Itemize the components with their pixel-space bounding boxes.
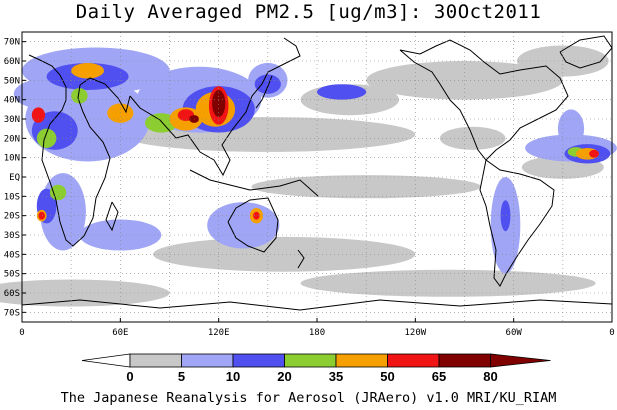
lat-label: 70S: [4, 308, 20, 318]
lon-label: 60E: [112, 328, 128, 338]
coastline-asia: [129, 37, 301, 177]
lon-label: 0: [19, 328, 24, 338]
pm25-region-15: [79, 219, 162, 251]
colorbar-tick-label: 50: [380, 369, 394, 384]
lat-label: 60S: [4, 289, 20, 299]
pm25-region-21: [317, 84, 367, 100]
coastline-south-america: [479, 159, 555, 287]
coastline-north-america: [399, 39, 569, 161]
lon-label: 0: [609, 328, 614, 338]
lon-label: 60W: [506, 328, 523, 338]
pm25-region-4: [0, 279, 170, 307]
colorbar-swatch: [438, 353, 491, 368]
pm25-region-46: [589, 149, 599, 158]
colorbar-swatch: [232, 353, 285, 368]
pm25-region-20: [557, 109, 585, 148]
graticule: [22, 32, 612, 322]
pm25-region-29: [71, 88, 88, 104]
lon-label: 180: [309, 328, 325, 338]
lat-label: 60N: [4, 57, 20, 67]
map-title: Daily Averaged PM2.5 [ug/m3]: 30Oct2011: [75, 1, 542, 23]
lat-label: 50N: [4, 76, 20, 86]
coastline-greenland: [559, 35, 613, 69]
lat-label: 10S: [4, 192, 20, 202]
lat-label: 30N: [4, 115, 20, 125]
colorbar-swatch: [284, 353, 337, 368]
colorbar-tick-label: 35: [329, 369, 343, 384]
coastline-antarctica: [21, 299, 613, 311]
colorbar-left-triangle: [81, 353, 131, 368]
colorbar-swatch: [181, 353, 234, 368]
pm25-region-44: [253, 211, 260, 220]
colorbar-tick-label: 65: [432, 369, 446, 384]
colorbar-swatch: [387, 353, 440, 368]
pm25-region-3: [300, 269, 596, 297]
pm25-region-33: [49, 184, 67, 201]
pm25-region-41: [31, 107, 45, 123]
colorbar-tick-label: 80: [483, 369, 497, 384]
colorbar-tick-label: 5: [178, 369, 185, 384]
lat-label: EQ: [9, 173, 20, 183]
lat-label: 30S: [4, 231, 20, 241]
lat-label: 70N: [4, 38, 20, 48]
pm25-region-2: [153, 236, 416, 272]
lon-label: 120W: [404, 328, 426, 338]
coastline-madagascar: [105, 201, 119, 232]
pm25-region-16: [207, 202, 280, 249]
pm25-region-9: [439, 126, 506, 150]
lat-label: 40N: [4, 96, 20, 106]
pm25-region-1: [251, 175, 481, 199]
longitude-ticks: 0 60E 120E 180 120W 60W 0: [19, 318, 615, 338]
pm25-region-47: [212, 90, 226, 117]
lat-label: 50S: [4, 270, 20, 280]
coastline-africa-europe: [28, 54, 131, 247]
coastline-japan: [255, 75, 273, 109]
pm25-region-45: [38, 211, 45, 220]
coastline-australia: [227, 197, 279, 253]
colorbar-swatch: [129, 353, 182, 368]
colorbar-tick-label: 0: [126, 369, 133, 384]
pm25-region-35: [107, 103, 134, 123]
pm25-region-27: [500, 200, 511, 232]
lat-label: 20N: [4, 134, 20, 144]
colorbar-swatch: [335, 353, 388, 368]
pm25-region-34: [71, 62, 104, 79]
latitude-ticks: 70N 60N 50N 40N 30N 20N 10N EQ 10S 20S 30S 40S 50S 60…: [4, 38, 26, 318]
lat-label: 10N: [4, 154, 20, 164]
pm25-field-layer: [0, 45, 617, 307]
colorbar-tick-label: 20: [277, 369, 291, 384]
lat-label: 40S: [4, 250, 20, 260]
coastline-new-zealand: [297, 249, 305, 269]
footer-caption: The Japanese Reanalysis for Aerosol (JRA…: [60, 390, 557, 406]
lat-label: 20S: [4, 212, 20, 222]
colorbar-tick-label: 10: [226, 369, 240, 384]
coastlines: [21, 35, 613, 311]
coastline-indonesia: [189, 169, 319, 197]
colorbar: 0 5 10 20 35 50 65 80: [81, 353, 551, 384]
colorbar-right-triangle: [490, 353, 551, 368]
lon-label: 120E: [208, 328, 230, 338]
pm25-region-31: [144, 113, 178, 133]
